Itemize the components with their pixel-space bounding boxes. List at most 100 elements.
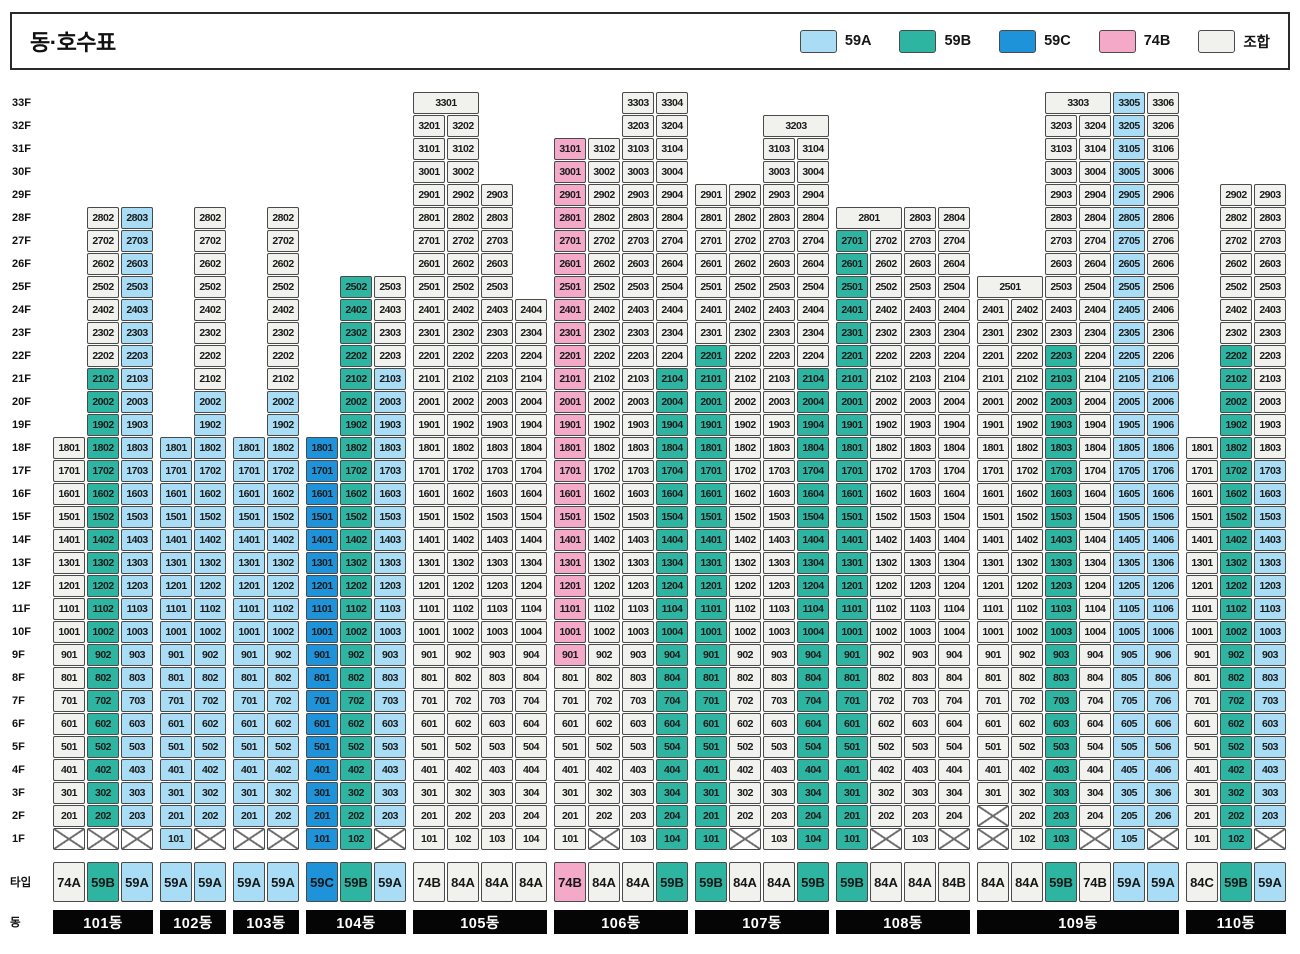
unit-cell: 501 (160, 736, 192, 758)
unit-cell: 1401 (977, 529, 1009, 551)
unit-cell: 906 (1147, 644, 1179, 666)
unit-cell: 2103 (904, 368, 936, 390)
unit-cell: 1501 (695, 506, 727, 528)
type-row: 84A 84A 59B 74B 59A 59A (977, 862, 1179, 902)
unit-cell: 1005 (1113, 621, 1145, 643)
unit-cell: 1903 (904, 414, 936, 436)
unit-cell: 802 (729, 667, 761, 689)
unit-cell: 1801 (977, 437, 1009, 459)
unit-cell: 2404 (515, 299, 547, 321)
unit-cell: 801 (836, 667, 868, 689)
unit-cell: 802 (1220, 667, 1252, 689)
unit-cell: 101 (160, 828, 192, 850)
unit-cell: 1102 (267, 598, 299, 620)
unit-cell: 1402 (1220, 529, 1252, 551)
unit-cell: 1302 (447, 552, 479, 574)
unit-cell: 2704 (797, 230, 829, 252)
unit-cell: 2101 (413, 368, 445, 390)
unit-cell: 1603 (481, 483, 513, 505)
unit-cell: 2803 (1254, 207, 1286, 229)
unit-cell: 2301 (836, 322, 868, 344)
unit-cell: 2303 (1045, 322, 1077, 344)
unit-cell: 3104 (797, 138, 829, 160)
unit-cell: 1303 (1254, 552, 1286, 574)
unit-cell: 702 (340, 690, 372, 712)
unit-cell: 1902 (267, 414, 299, 436)
unit-cell: 903 (622, 644, 654, 666)
floor-label: 5F (12, 741, 25, 753)
unit-cell: 2802 (588, 207, 620, 229)
unit-cell: 806 (1147, 667, 1179, 689)
unit-cell: 105 (1113, 828, 1145, 850)
unit-cell: 2704 (938, 230, 970, 252)
unit-cell: 602 (267, 713, 299, 735)
unit-cell: 601 (53, 713, 85, 735)
building-name: 101동 (53, 910, 153, 934)
unit-cell: 1401 (695, 529, 727, 551)
unit-cell: 2502 (87, 276, 119, 298)
unit-cell: 1601 (160, 483, 192, 505)
unit-cell: 901 (977, 644, 1009, 666)
unit-cell: 203 (1254, 805, 1286, 827)
unit-cell: 2805 (1113, 207, 1145, 229)
unit-cell: 1802 (1011, 437, 1043, 459)
legend-swatch (1098, 29, 1136, 53)
unit-cell: 3102 (588, 138, 620, 160)
unit-cell: 3103 (622, 138, 654, 160)
unit-cell: 104 (515, 828, 547, 850)
unit-cell: 2202 (340, 345, 372, 367)
unit-cell: 2103 (622, 368, 654, 390)
unit-cell: 201 (160, 805, 192, 827)
unit-cell: 1402 (267, 529, 299, 551)
type-cell: 84A (870, 862, 902, 902)
floor-label: 30F (12, 166, 31, 178)
unit-cell: 1403 (622, 529, 654, 551)
unit-cell: 2603 (763, 253, 795, 275)
crossed-cell (87, 828, 119, 850)
unit-cell: 502 (267, 736, 299, 758)
unit-cell: 3004 (656, 161, 688, 183)
unit-cell: 2903 (622, 184, 654, 206)
unit-cell: 2804 (797, 207, 829, 229)
type-cell: 84C (1186, 862, 1218, 902)
unit-cell: 1602 (588, 483, 620, 505)
unit-cell: 901 (306, 644, 338, 666)
unit-cell: 1302 (870, 552, 902, 574)
unit-cell: 1402 (340, 529, 372, 551)
unit-cell: 503 (904, 736, 936, 758)
unit-cell: 1504 (938, 506, 970, 528)
unit-cell: 1402 (870, 529, 902, 551)
unit-cell: 703 (121, 690, 153, 712)
type-cell: 59B (340, 862, 372, 902)
unit-cell: 1601 (554, 483, 586, 505)
building-110: 101 201 301 401 501 601 701 801 901 1001 1101 1201 1… (1186, 92, 1286, 934)
unit-cell: 2502 (194, 276, 226, 298)
unit-cell: 2501 (695, 276, 727, 298)
unit-cell: 3103 (1045, 138, 1077, 160)
unit-cell: 1901 (413, 414, 445, 436)
unit-cell: 3006 (1147, 161, 1179, 183)
unit-cell: 1401 (53, 529, 85, 551)
unit-cell: 1805 (1113, 437, 1145, 459)
unit-cell: 801 (233, 667, 265, 689)
unit-cell: 2803 (481, 207, 513, 229)
type-cell: 84A (622, 862, 654, 902)
unit-cell: 2204 (1079, 345, 1111, 367)
unit-cell: 3002 (447, 161, 479, 183)
unit-cell: 2304 (515, 322, 547, 344)
unit-cell: 1701 (836, 460, 868, 482)
unit-cell: 604 (515, 713, 547, 735)
unit-cell: 1402 (588, 529, 620, 551)
unit-cell: 2303 (763, 322, 795, 344)
unit-cell: 402 (447, 759, 479, 781)
unit-cell: 1303 (763, 552, 795, 574)
unit-cell: 501 (233, 736, 265, 758)
unit-cell: 2302 (729, 322, 761, 344)
unit-cell: 2802 (1220, 207, 1252, 229)
unit-cell: 1803 (481, 437, 513, 459)
unit-cell: 2801 (695, 207, 727, 229)
unit-cell: 603 (1254, 713, 1286, 735)
unit-cell: 1301 (977, 552, 1009, 574)
unit-cell: 1404 (515, 529, 547, 551)
unit-cell: 2204 (938, 345, 970, 367)
